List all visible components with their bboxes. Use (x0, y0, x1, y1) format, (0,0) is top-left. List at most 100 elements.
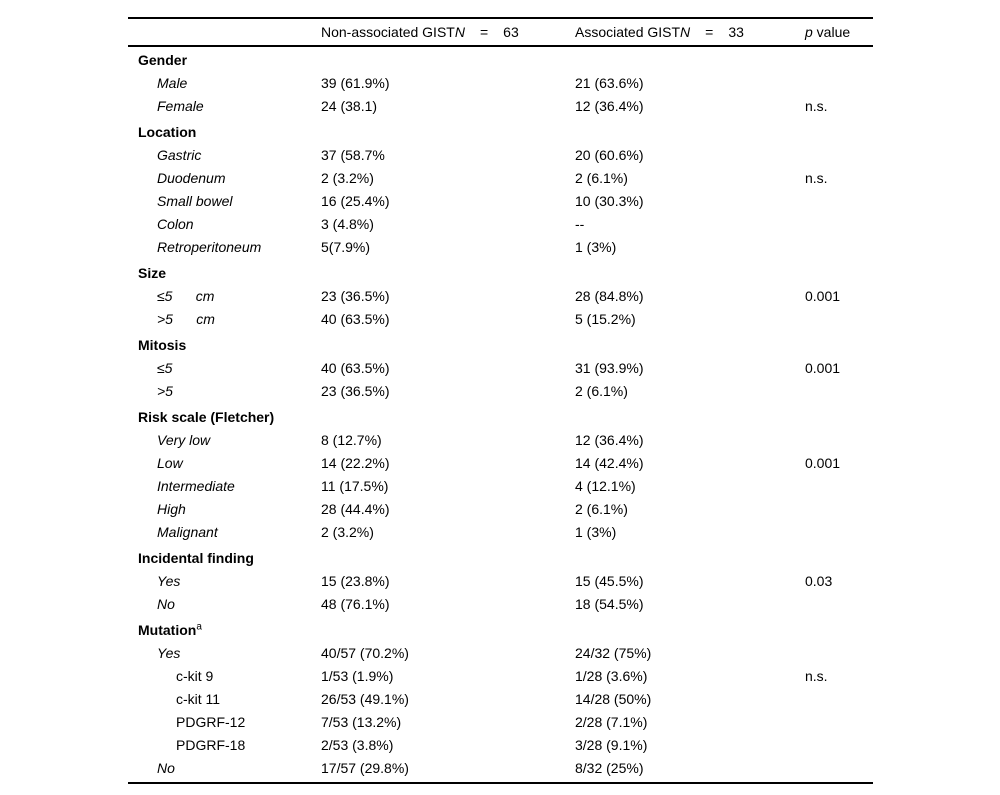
section-title-cell: Location (128, 124, 321, 140)
pvalue-cell: n.s. (805, 98, 873, 114)
row-label-cell: Duodenum (128, 170, 321, 186)
row-label-cell: >5 cm (128, 311, 321, 327)
table-row: Colon 3 (4.8%) -- (128, 212, 873, 235)
table-row: ≤5 cm 23 (36.5%) 28 (84.8%) 0.001 (128, 284, 873, 307)
section-title-cell: Mutationa (128, 621, 321, 637)
associated-value: 2 (6.1%) (575, 382, 628, 399)
row-label-cell: Yes (128, 645, 321, 661)
equals-sign: = (479, 23, 489, 40)
row-label: Yes (157, 644, 181, 661)
nonassociated-value-cell: 26/53 (49.1%) (321, 691, 575, 707)
row-label: Malignant (157, 523, 218, 540)
header-nonassociated-text: Non-associated GIST (321, 23, 455, 40)
associated-value: 2 (6.1%) (575, 500, 628, 517)
nonassociated-value-cell: 28 (44.4%) (321, 501, 575, 517)
associated-value: 12 (36.4%) (575, 97, 644, 114)
row-label: Very low (157, 431, 211, 448)
pvalue: 0.001 (805, 287, 841, 304)
row-label-cell: Malignant (128, 524, 321, 540)
associated-value-cell: 1 (3%) (575, 239, 805, 255)
pvalue-label-rest: value (812, 23, 851, 40)
n-variable: N (680, 23, 691, 40)
associated-value-cell: 3/28 (9.1%) (575, 737, 805, 753)
nonassociated-value: 40 (63.5%) (321, 310, 390, 327)
nonassociated-value-cell: 7/53 (13.2%) (321, 714, 575, 730)
nonassociated-value: 15 (23.8%) (321, 572, 390, 589)
associated-value: 10 (30.3%) (575, 192, 644, 209)
nonassociated-value: 5(7.9%) (321, 238, 371, 255)
pvalue: 0.001 (805, 454, 841, 471)
nonassociated-value-cell: 23 (36.5%) (321, 383, 575, 399)
nonassociated-value: 1/53 (1.9%) (321, 667, 394, 684)
row-label: Colon (157, 215, 194, 232)
nonassociated-value: 16 (25.4%) (321, 192, 390, 209)
nonassociated-value-cell: 40 (63.5%) (321, 311, 575, 327)
table-row: PDGRF-12 7/53 (13.2%) 2/28 (7.1%) (128, 710, 873, 733)
nonassociated-value: 7/53 (13.2%) (321, 713, 402, 730)
nonassociated-value: 37 (58.7% (321, 146, 385, 163)
associated-value-cell: 24/32 (75%) (575, 645, 805, 661)
nonassociated-count: 63 (503, 23, 519, 40)
associated-value-cell: 1/28 (3.6%) (575, 668, 805, 684)
associated-value: 12 (36.4%) (575, 431, 644, 448)
nonassociated-value-cell: 17/57 (29.8%) (321, 760, 575, 776)
table-row: Gastric 37 (58.7% 20 (60.6%) (128, 143, 873, 166)
associated-value: 31 (93.9%) (575, 359, 644, 376)
pvalue-cell: 0.001 (805, 455, 873, 471)
associated-value: 2/28 (7.1%) (575, 713, 648, 730)
nonassociated-value: 39 (61.9%) (321, 74, 390, 91)
nonassociated-value-cell: 23 (36.5%) (321, 288, 575, 304)
row-label: High (157, 500, 186, 517)
nonassociated-value-cell: 37 (58.7% (321, 147, 575, 163)
associated-count: 33 (728, 23, 744, 40)
row-label-cell: Female (128, 98, 321, 114)
section-title: Size (138, 264, 167, 281)
row-label: Retroperitoneum (157, 238, 262, 255)
associated-value-cell: 15 (45.5%) (575, 573, 805, 589)
section-header-row: Risk scale (Fletcher) (128, 405, 873, 428)
associated-value-cell: 18 (54.5%) (575, 596, 805, 612)
table-header-rule (128, 44, 873, 47)
p-variable: p (805, 23, 813, 40)
nonassociated-value: 11 (17.5%) (321, 477, 389, 494)
row-label-cell: Male (128, 75, 321, 91)
nonassociated-value: 23 (36.5%) (321, 382, 390, 399)
associated-value: 1 (3%) (575, 523, 617, 540)
nonassociated-value-cell: 2 (3.2%) (321, 170, 575, 186)
associated-value: 28 (84.8%) (575, 287, 644, 304)
associated-value: 21 (63.6%) (575, 74, 644, 91)
nonassociated-value: 8 (12.7%) (321, 431, 382, 448)
section-title-cell: Incidental finding (128, 550, 321, 566)
nonassociated-value: 2 (3.2%) (321, 523, 374, 540)
row-label-cell: Gastric (128, 147, 321, 163)
nonassociated-value: 3 (4.8%) (321, 215, 374, 232)
associated-value: 20 (60.6%) (575, 146, 644, 163)
row-label-cell: No (128, 760, 321, 776)
nonassociated-value-cell: 8 (12.7%) (321, 432, 575, 448)
associated-value-cell: 2 (6.1%) (575, 170, 805, 186)
row-label-cell: No (128, 596, 321, 612)
header-associated-text: Associated GIST (575, 23, 681, 40)
row-label: Duodenum (157, 169, 226, 186)
table-row: Malignant 2 (3.2%) 1 (3%) (128, 520, 873, 543)
associated-value: 1/28 (3.6%) (575, 667, 648, 684)
table-row: Yes 15 (23.8%) 15 (45.5%) 0.03 (128, 569, 873, 592)
nonassociated-value-cell: 5(7.9%) (321, 239, 575, 255)
nonassociated-value: 2 (3.2%) (321, 169, 374, 186)
section-title: Location (138, 123, 197, 140)
nonassociated-value: 23 (36.5%) (321, 287, 390, 304)
associated-value-cell: 31 (93.9%) (575, 360, 805, 376)
section-title: Risk scale (Fletcher) (138, 408, 275, 425)
table-row: c-kit 11 26/53 (49.1%) 14/28 (50%) (128, 687, 873, 710)
associated-value: 3/28 (9.1%) (575, 736, 648, 753)
row-label: PDGRF-18 (176, 736, 246, 753)
table-row: High 28 (44.4%) 2 (6.1%) (128, 497, 873, 520)
associated-value-cell: 2 (6.1%) (575, 383, 805, 399)
table-row: No 17/57 (29.8%) 8/32 (25%) (128, 756, 873, 779)
pvalue-cell: 0.001 (805, 360, 873, 376)
table-row: Retroperitoneum 5(7.9%) 1 (3%) (128, 235, 873, 258)
gist-comparison-table: Non-associated GIST N = 63 Associated GIST N… (128, 17, 873, 784)
nonassociated-value-cell: 2 (3.2%) (321, 524, 575, 540)
nonassociated-value: 40 (63.5%) (321, 359, 390, 376)
table-row: No 48 (76.1%) 18 (54.5%) (128, 592, 873, 615)
